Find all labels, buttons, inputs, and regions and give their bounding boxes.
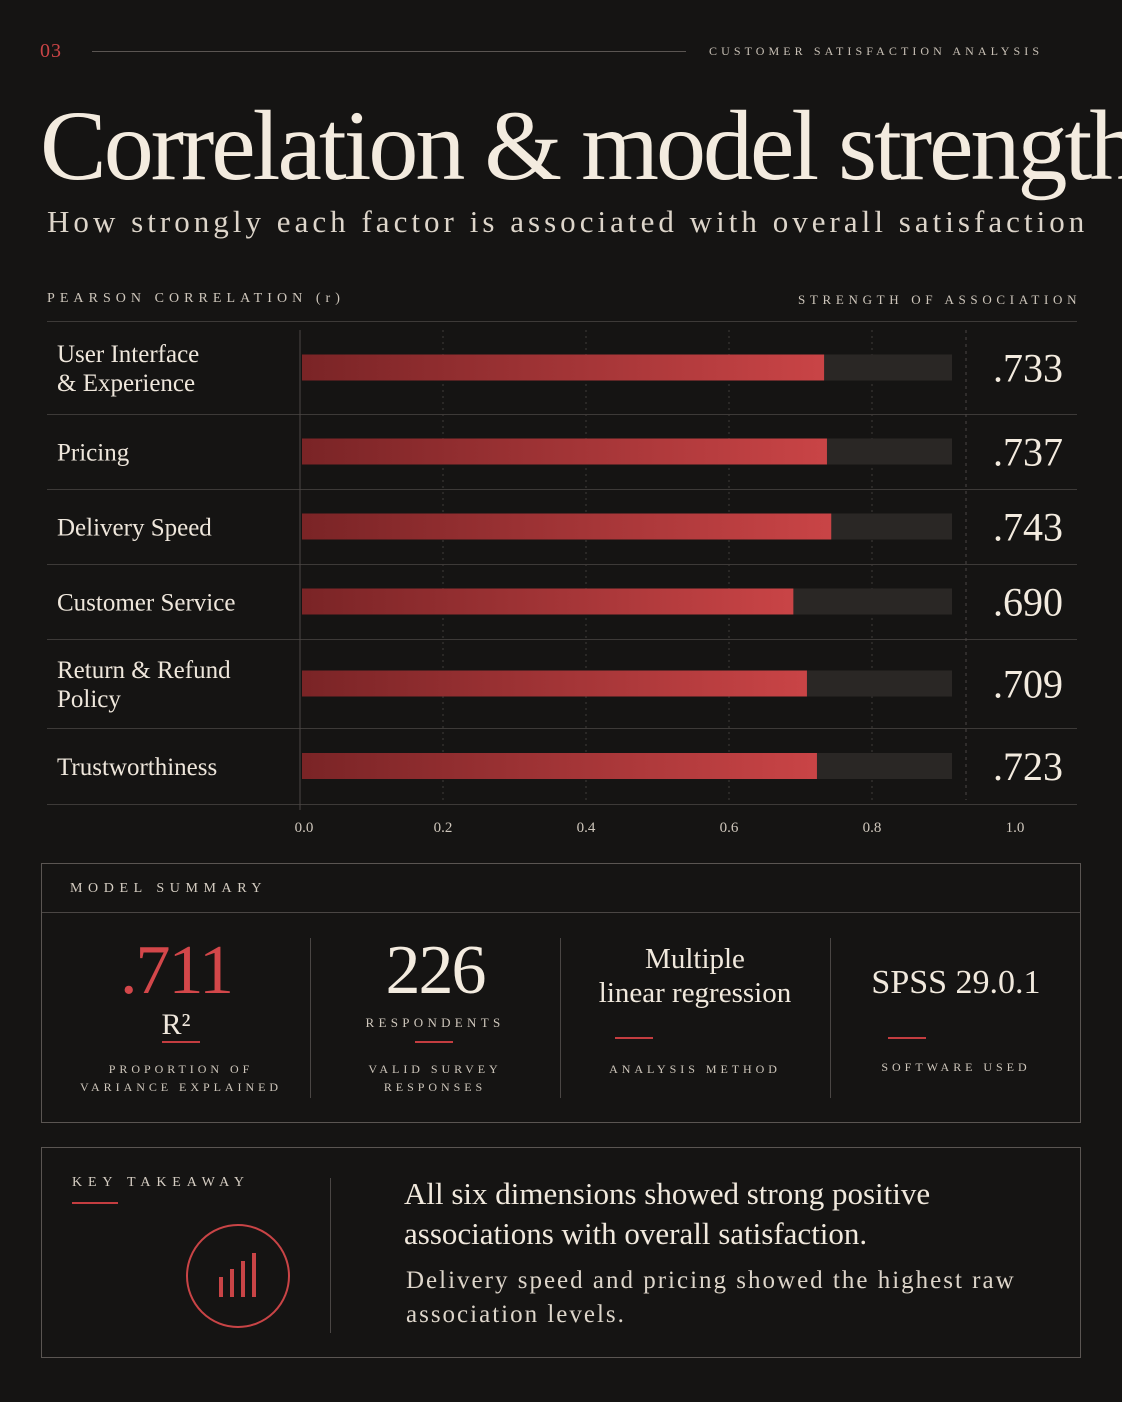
takeaway-divider [330, 1178, 331, 1333]
bar [302, 438, 827, 465]
summary-divider [560, 938, 561, 1098]
value-label: .709 [993, 662, 1063, 707]
caption-line: VARIANCE EXPLAINED [79, 1080, 283, 1094]
method-caption: ANALYSIS METHOD [609, 1062, 781, 1076]
value-label: .690 [993, 580, 1063, 625]
model-summary-label: MODEL SUMMARY [70, 881, 268, 896]
caption-line: PROPORTION OF [108, 1062, 254, 1076]
bar [302, 588, 794, 615]
accent-rule [72, 1202, 118, 1204]
page-title: Correlation & model strength [40, 90, 1122, 201]
takeaway-headline: All six dimensions showed strong positiv… [404, 1176, 931, 1251]
r-squared-value: .711 [120, 932, 234, 1009]
correlation-bar-chart: 0.0 0.2 0.4 0.6 0.8 1.0 User Interface & Experi… [47, 321, 1077, 836]
model-summary-rule [42, 912, 1080, 913]
chart-axis-title: PEARSON CORRELATION (r) [47, 291, 345, 306]
category-label: User Interface & Experience [57, 341, 199, 397]
accent-rule [415, 1041, 453, 1043]
respondents-stat: 226 RESPONDENTS [310, 936, 560, 1032]
x-tick-label: 1.0 [1006, 820, 1025, 836]
bar-chart-icon [186, 1224, 290, 1328]
category-label: Trustworthiness [57, 754, 217, 781]
r-squared-caption: PROPORTION OF VARIANCE EXPLAINED [42, 1060, 320, 1096]
r-squared-stat: .711 R² [42, 936, 310, 1042]
model-summary-panel [41, 863, 1081, 1123]
respondents-caption: VALID SURVEY RESPONSES [310, 1060, 560, 1096]
header-rule [92, 51, 686, 52]
method-value: Multiple linear regression [560, 942, 830, 1010]
software-value: SPSS 29.0.1 [871, 964, 1041, 1001]
x-tick-label: 0.4 [577, 820, 596, 836]
value-label: .723 [993, 744, 1063, 789]
takeaway-body: Delivery speed and pricing showed the hi… [406, 1267, 1016, 1328]
value-label: .737 [993, 430, 1063, 475]
caption-line: VALID SURVEY [368, 1062, 502, 1076]
x-tick-label: 0.6 [720, 820, 739, 836]
summary-divider [830, 938, 831, 1098]
value-label: .743 [993, 505, 1063, 550]
page-number: 03 [40, 40, 62, 62]
section-kicker: CUSTOMER SATISFACTION ANALYSIS [709, 44, 1044, 58]
category-label: Pricing [57, 440, 130, 467]
category-label: Return & Refund Policy [57, 657, 231, 713]
bar [302, 354, 825, 381]
key-takeaway-label: KEY TAKEAWAY [72, 1175, 250, 1190]
page-subtitle: How strongly each factor is associated w… [47, 204, 1089, 239]
category-label: Delivery Speed [57, 515, 212, 542]
accent-rule [888, 1037, 926, 1039]
summary-divider [310, 938, 311, 1098]
r-squared-symbol: R² [161, 1008, 191, 1041]
caption-line: RESPONSES [383, 1080, 487, 1094]
accent-rule [615, 1037, 653, 1039]
chart-value-header: STRENGTH OF ASSOCIATION [798, 292, 1082, 307]
bar [302, 753, 817, 779]
x-tick-label: 0.2 [434, 820, 453, 836]
accent-rule [162, 1041, 200, 1043]
key-takeaway-panel [41, 1147, 1081, 1358]
respondents-value: 226 [385, 932, 487, 1009]
x-tick-label: 0.0 [295, 820, 314, 836]
x-tick-label: 0.8 [863, 820, 882, 836]
value-label: .733 [993, 346, 1063, 391]
respondents-label: RESPONDENTS [365, 1015, 505, 1030]
category-label: Customer Service [57, 590, 235, 617]
method-line: linear regression [598, 977, 792, 1009]
bar [302, 670, 807, 697]
method-line: Multiple [645, 943, 745, 975]
bar [302, 513, 832, 540]
software-caption: SOFTWARE USED [881, 1060, 1031, 1074]
